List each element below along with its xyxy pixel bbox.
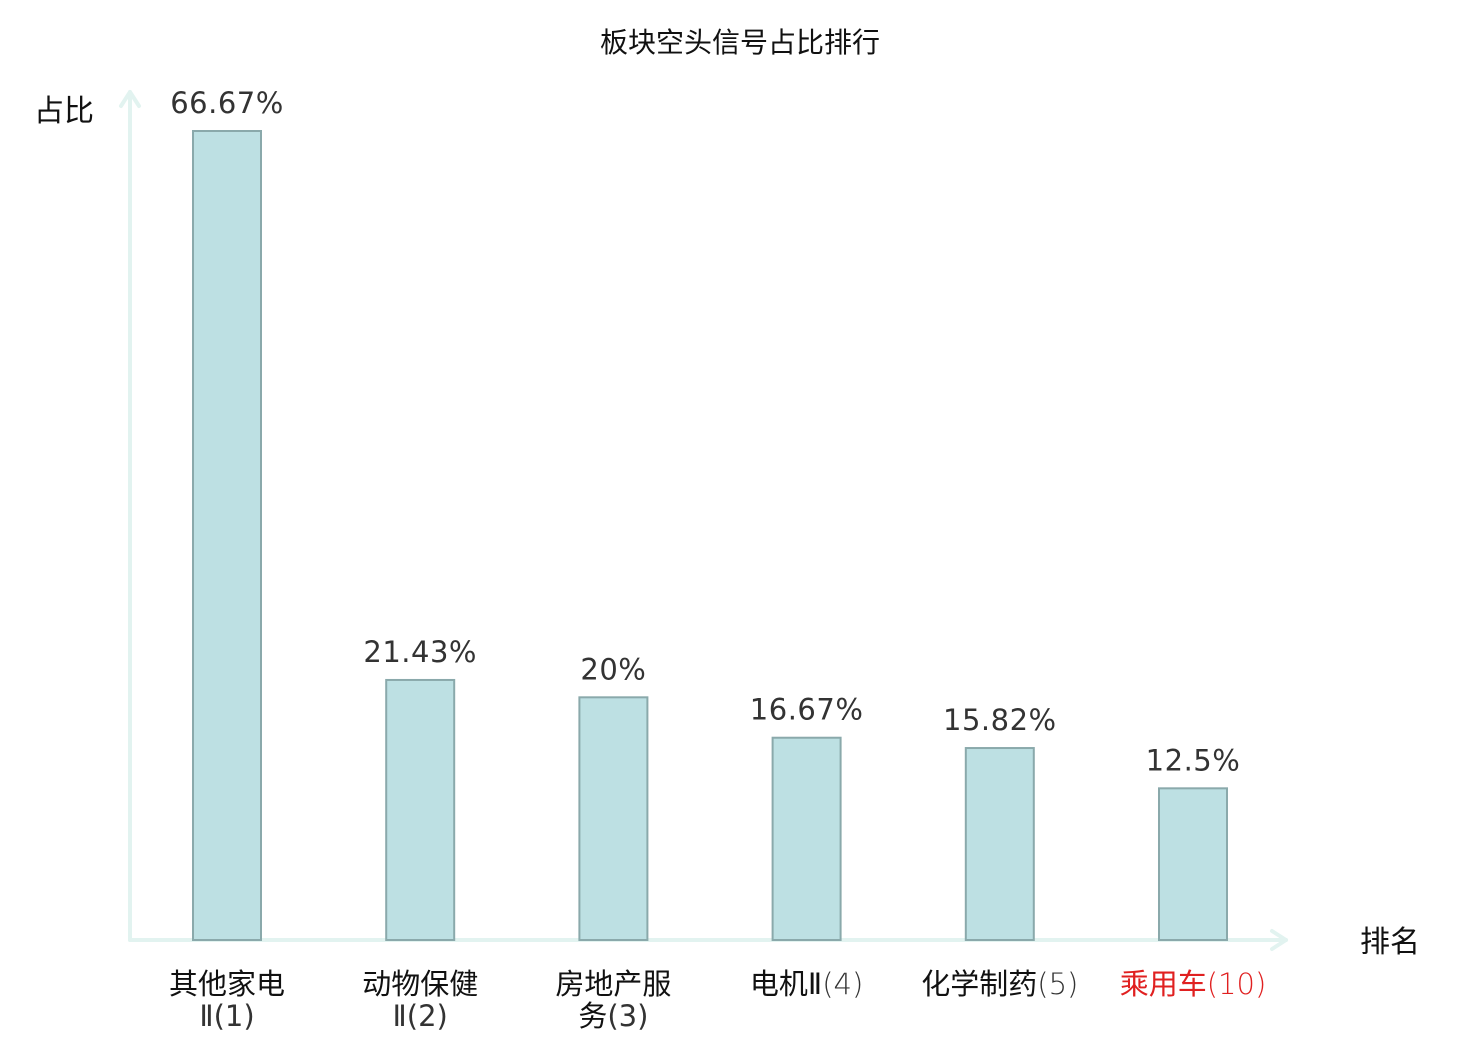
category-name: 电机Ⅱ (750, 967, 822, 1001)
chart-title: 板块空头信号占比排行 (600, 26, 880, 59)
category-rank: (3) (607, 999, 648, 1033)
category-label: 房地产服 (555, 967, 671, 1001)
bar (192, 130, 262, 941)
x-axis-label: 排名 (1360, 925, 1420, 960)
bar (771, 736, 842, 941)
value-label: 16.67% (750, 693, 864, 727)
category-name-cont: Ⅱ (199, 999, 213, 1033)
category-label: 动物保健 (362, 967, 478, 1001)
category-name: 乘用车 (1120, 967, 1207, 1001)
value-label: 21.43% (363, 635, 477, 669)
category-label: 电机Ⅱ(4) (750, 967, 863, 1001)
category-rank: (10) (1207, 967, 1267, 1001)
category-label: 乘用车(10) (1120, 967, 1267, 1001)
category-name: 化学制药 (921, 967, 1037, 1001)
y-axis-arrow (119, 90, 141, 108)
bar (1158, 787, 1228, 941)
value-label: 20% (580, 652, 646, 686)
bar (578, 696, 649, 941)
bar (385, 678, 456, 941)
category-label: 其他家电 (169, 967, 285, 1001)
category-label-line2: 务(3) (578, 999, 648, 1033)
category-name: 动物保健 (362, 967, 478, 1001)
category-rank: (2) (407, 999, 448, 1033)
category-label-line2: Ⅱ(1) (199, 999, 254, 1033)
category-rank: (5) (1037, 967, 1078, 1001)
category-name: 房地产服 (555, 967, 671, 1001)
value-label: 12.5% (1146, 743, 1241, 777)
value-label: 15.82% (943, 703, 1057, 737)
x-axis-arrow (1270, 929, 1288, 951)
category-rank: (4) (822, 967, 863, 1001)
value-label: 66.67% (170, 86, 284, 120)
category-name-cont: Ⅱ (393, 999, 407, 1033)
category-rank: (1) (214, 999, 255, 1033)
y-axis-label: 占比 (34, 94, 94, 129)
bar (964, 747, 1035, 941)
category-name: 其他家电 (169, 967, 285, 1001)
category-label-line2: Ⅱ(2) (393, 999, 448, 1033)
category-label: 化学制药(5) (921, 967, 1078, 1001)
category-name-cont: 务 (578, 999, 607, 1033)
bars-group: 66.67%其他家电Ⅱ(1)21.43%动物保健Ⅱ(2)20%房地产服务(3)1… (169, 86, 1266, 1033)
